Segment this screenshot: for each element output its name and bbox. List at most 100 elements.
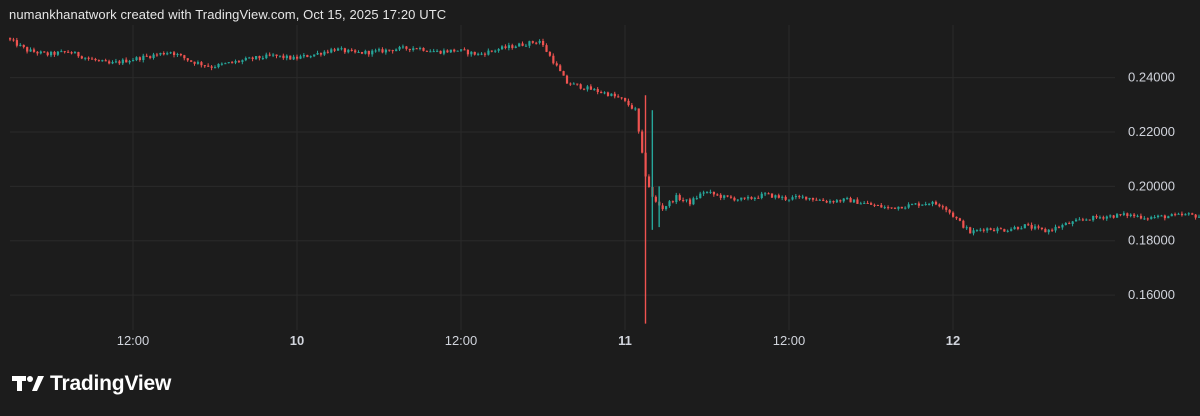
candle-body: [1098, 217, 1102, 219]
candle-body: [999, 228, 1003, 230]
candle-body: [319, 53, 323, 55]
candle-body: [1116, 214, 1119, 218]
candle-body: [852, 199, 856, 203]
candle-body: [449, 49, 452, 53]
candle-body: [1122, 213, 1126, 215]
candle-body: [866, 202, 869, 204]
candle-body: [26, 47, 29, 52]
candle-body: [32, 49, 36, 52]
candle-body: [1020, 228, 1023, 230]
candle-body: [678, 195, 681, 200]
candle-body: [613, 93, 616, 97]
candle-body: [736, 199, 739, 201]
candle-body: [897, 206, 900, 209]
candle-body: [367, 50, 370, 55]
candle-body: [542, 40, 545, 46]
candle-body: [801, 196, 804, 198]
candle-body: [921, 204, 924, 206]
candle-body: [846, 198, 849, 200]
candle-body: [726, 195, 729, 197]
candle-body: [856, 199, 859, 204]
candle-body: [415, 48, 418, 50]
candle-body: [675, 195, 678, 203]
candle-body: [275, 54, 278, 57]
candle-body: [36, 51, 39, 54]
candle-body: [261, 58, 265, 60]
candle-body: [822, 199, 825, 202]
candle-body: [559, 65, 562, 72]
time-tick-label: 12:00: [117, 333, 150, 348]
candle-body: [354, 50, 357, 53]
candle-body: [962, 220, 965, 228]
price-chart[interactable]: 0.24000 0.22000 0.20000 0.18000 0.16000 12:0…: [0, 0, 1200, 360]
candle-body: [958, 218, 962, 221]
candle-body: [627, 100, 630, 106]
candle-body: [743, 197, 746, 199]
candle-body: [149, 56, 152, 58]
candle-body: [494, 50, 497, 52]
candle-body: [747, 197, 750, 199]
candle-body: [227, 62, 230, 64]
candle-body: [781, 196, 784, 198]
candle-body: [931, 201, 934, 204]
candle-body: [56, 51, 60, 55]
candle-body: [709, 191, 712, 193]
candle-body: [617, 96, 620, 98]
candle-body: [268, 54, 271, 56]
candle-body: [1163, 215, 1167, 219]
candle-body: [162, 52, 165, 55]
candle-body: [299, 56, 302, 59]
tradingview-logo[interactable]: TradingView: [12, 372, 171, 396]
candle-body: [350, 49, 353, 51]
candle-body: [487, 50, 490, 55]
candle-body: [904, 207, 907, 209]
candle-body: [84, 57, 87, 59]
candle-body: [200, 62, 203, 66]
candle-body: [723, 195, 726, 198]
candle-body: [1119, 214, 1122, 216]
candle-body: [972, 230, 975, 234]
candle-body: [190, 60, 193, 62]
candle-body: [398, 46, 401, 50]
candle-body: [1143, 218, 1146, 220]
candle-body: [928, 203, 931, 205]
candle-body: [1095, 215, 1098, 218]
candle-body: [425, 50, 429, 52]
candle-body: [330, 49, 333, 53]
candle-body: [900, 206, 903, 209]
candle-body: [791, 197, 794, 200]
price-tick-label: 0.18000: [1128, 233, 1175, 248]
candle-body: [1194, 214, 1197, 218]
candle-body: [996, 228, 999, 232]
candle-body: [641, 131, 644, 153]
candle-body: [408, 48, 411, 51]
candle-body: [1180, 213, 1184, 216]
candle-body: [1184, 214, 1187, 216]
candle-body: [111, 61, 114, 64]
candle-body: [302, 55, 306, 57]
candle-body: [832, 201, 835, 203]
candle-body: [1047, 229, 1050, 233]
candle-body: [296, 56, 299, 59]
candle-body: [1051, 229, 1054, 231]
candle-body: [12, 39, 15, 41]
candle-body: [210, 66, 213, 68]
candle-body: [562, 71, 565, 76]
candle-body: [699, 193, 702, 199]
candle-body: [63, 51, 66, 53]
candle-body: [507, 45, 511, 48]
footer: [0, 360, 1200, 416]
candle-body: [511, 45, 514, 48]
candle-body: [1030, 224, 1033, 229]
candle-body: [132, 60, 135, 62]
candle-body: [620, 97, 623, 99]
candle-body: [552, 55, 555, 64]
candle-body: [43, 51, 46, 53]
chart-area[interactable]: 0.24000 0.22000 0.20000 0.18000 0.16000 12:0…: [0, 0, 1200, 360]
candle-body: [333, 49, 336, 51]
candle-body: [1191, 213, 1194, 215]
candle-body: [128, 61, 131, 63]
candle-body: [77, 52, 80, 57]
candle-body: [839, 200, 842, 202]
candle-body: [251, 57, 254, 59]
